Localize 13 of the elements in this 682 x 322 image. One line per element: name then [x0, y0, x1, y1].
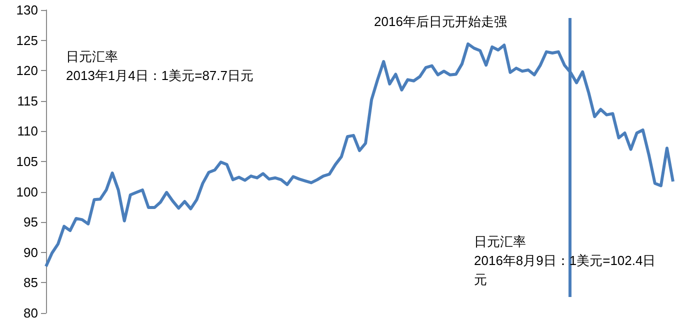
y-tick-label: 80 [24, 306, 38, 320]
y-tick-label: 110 [17, 124, 38, 139]
annotation: 2016年后日元开始走强 [374, 14, 507, 29]
y-tick-label: 105 [16, 154, 38, 169]
y-tick-label: 100 [16, 184, 38, 200]
y-tick-label: 85 [24, 275, 38, 290]
y-tick-label: 90 [24, 244, 38, 260]
y-tick-label: 120 [16, 63, 38, 78]
y-tick-label: 130 [16, 2, 38, 18]
y-tick-label: 115 [17, 93, 38, 108]
y-tick-label: 95 [24, 214, 38, 230]
y-tick-label: 125 [16, 32, 38, 48]
annotation: 日元汇率 2013年1月4日：1美元=87.7日元 [66, 49, 254, 83]
